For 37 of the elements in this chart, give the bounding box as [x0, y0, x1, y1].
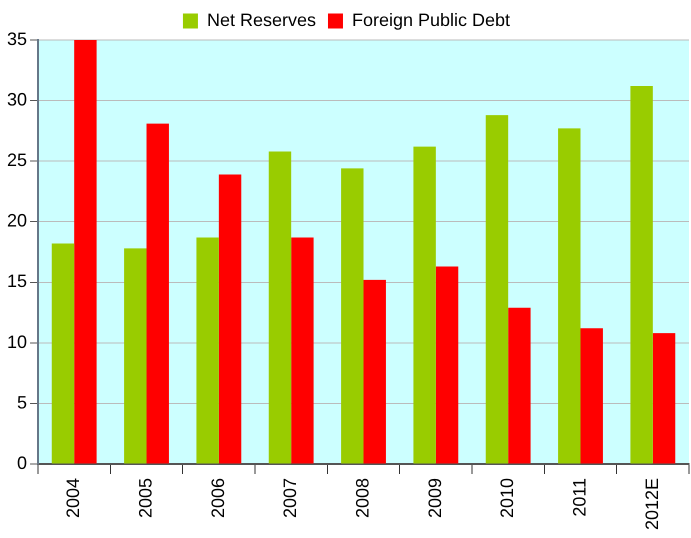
bar — [364, 280, 386, 464]
y-tick-label: 35 — [6, 28, 28, 49]
bar — [52, 243, 74, 464]
x-tick-label: 2011 — [569, 478, 590, 517]
y-tick-label: 5 — [17, 392, 28, 412]
x-tick-label: 2004 — [63, 478, 84, 518]
bar — [268, 151, 292, 464]
bar — [630, 86, 653, 464]
x-tick-label: 2012E — [642, 478, 662, 530]
x-tick-label: 2006 — [208, 478, 228, 518]
x-tick-label: 2005 — [135, 478, 156, 518]
bar — [558, 128, 581, 464]
x-tick-label: 2010 — [497, 478, 518, 518]
legend-label: Foreign Public Debt — [352, 10, 510, 30]
bar — [218, 174, 242, 464]
bar — [74, 40, 97, 464]
x-tick-label: 2009 — [424, 478, 445, 518]
y-tick-label: 15 — [6, 271, 28, 292]
legend-label: Net Reserves — [206, 10, 316, 30]
bar — [413, 146, 436, 464]
y-tick-label: 20 — [6, 210, 28, 231]
x-tick-label: 2008 — [352, 478, 372, 518]
y-tick-label: 10 — [6, 332, 28, 352]
bar — [196, 237, 219, 464]
y-tick-label: 25 — [6, 150, 28, 170]
bar — [508, 308, 531, 464]
x-tick-label: 2007 — [280, 478, 300, 518]
bar — [436, 266, 458, 464]
bar — [124, 248, 147, 464]
bar — [580, 328, 603, 464]
bar — [341, 168, 364, 464]
bar — [486, 115, 508, 464]
y-tick-label: 0 — [17, 452, 28, 473]
bar — [291, 237, 314, 464]
bar — [146, 124, 169, 464]
y-tick-label: 30 — [6, 90, 28, 110]
bar — [652, 333, 676, 464]
